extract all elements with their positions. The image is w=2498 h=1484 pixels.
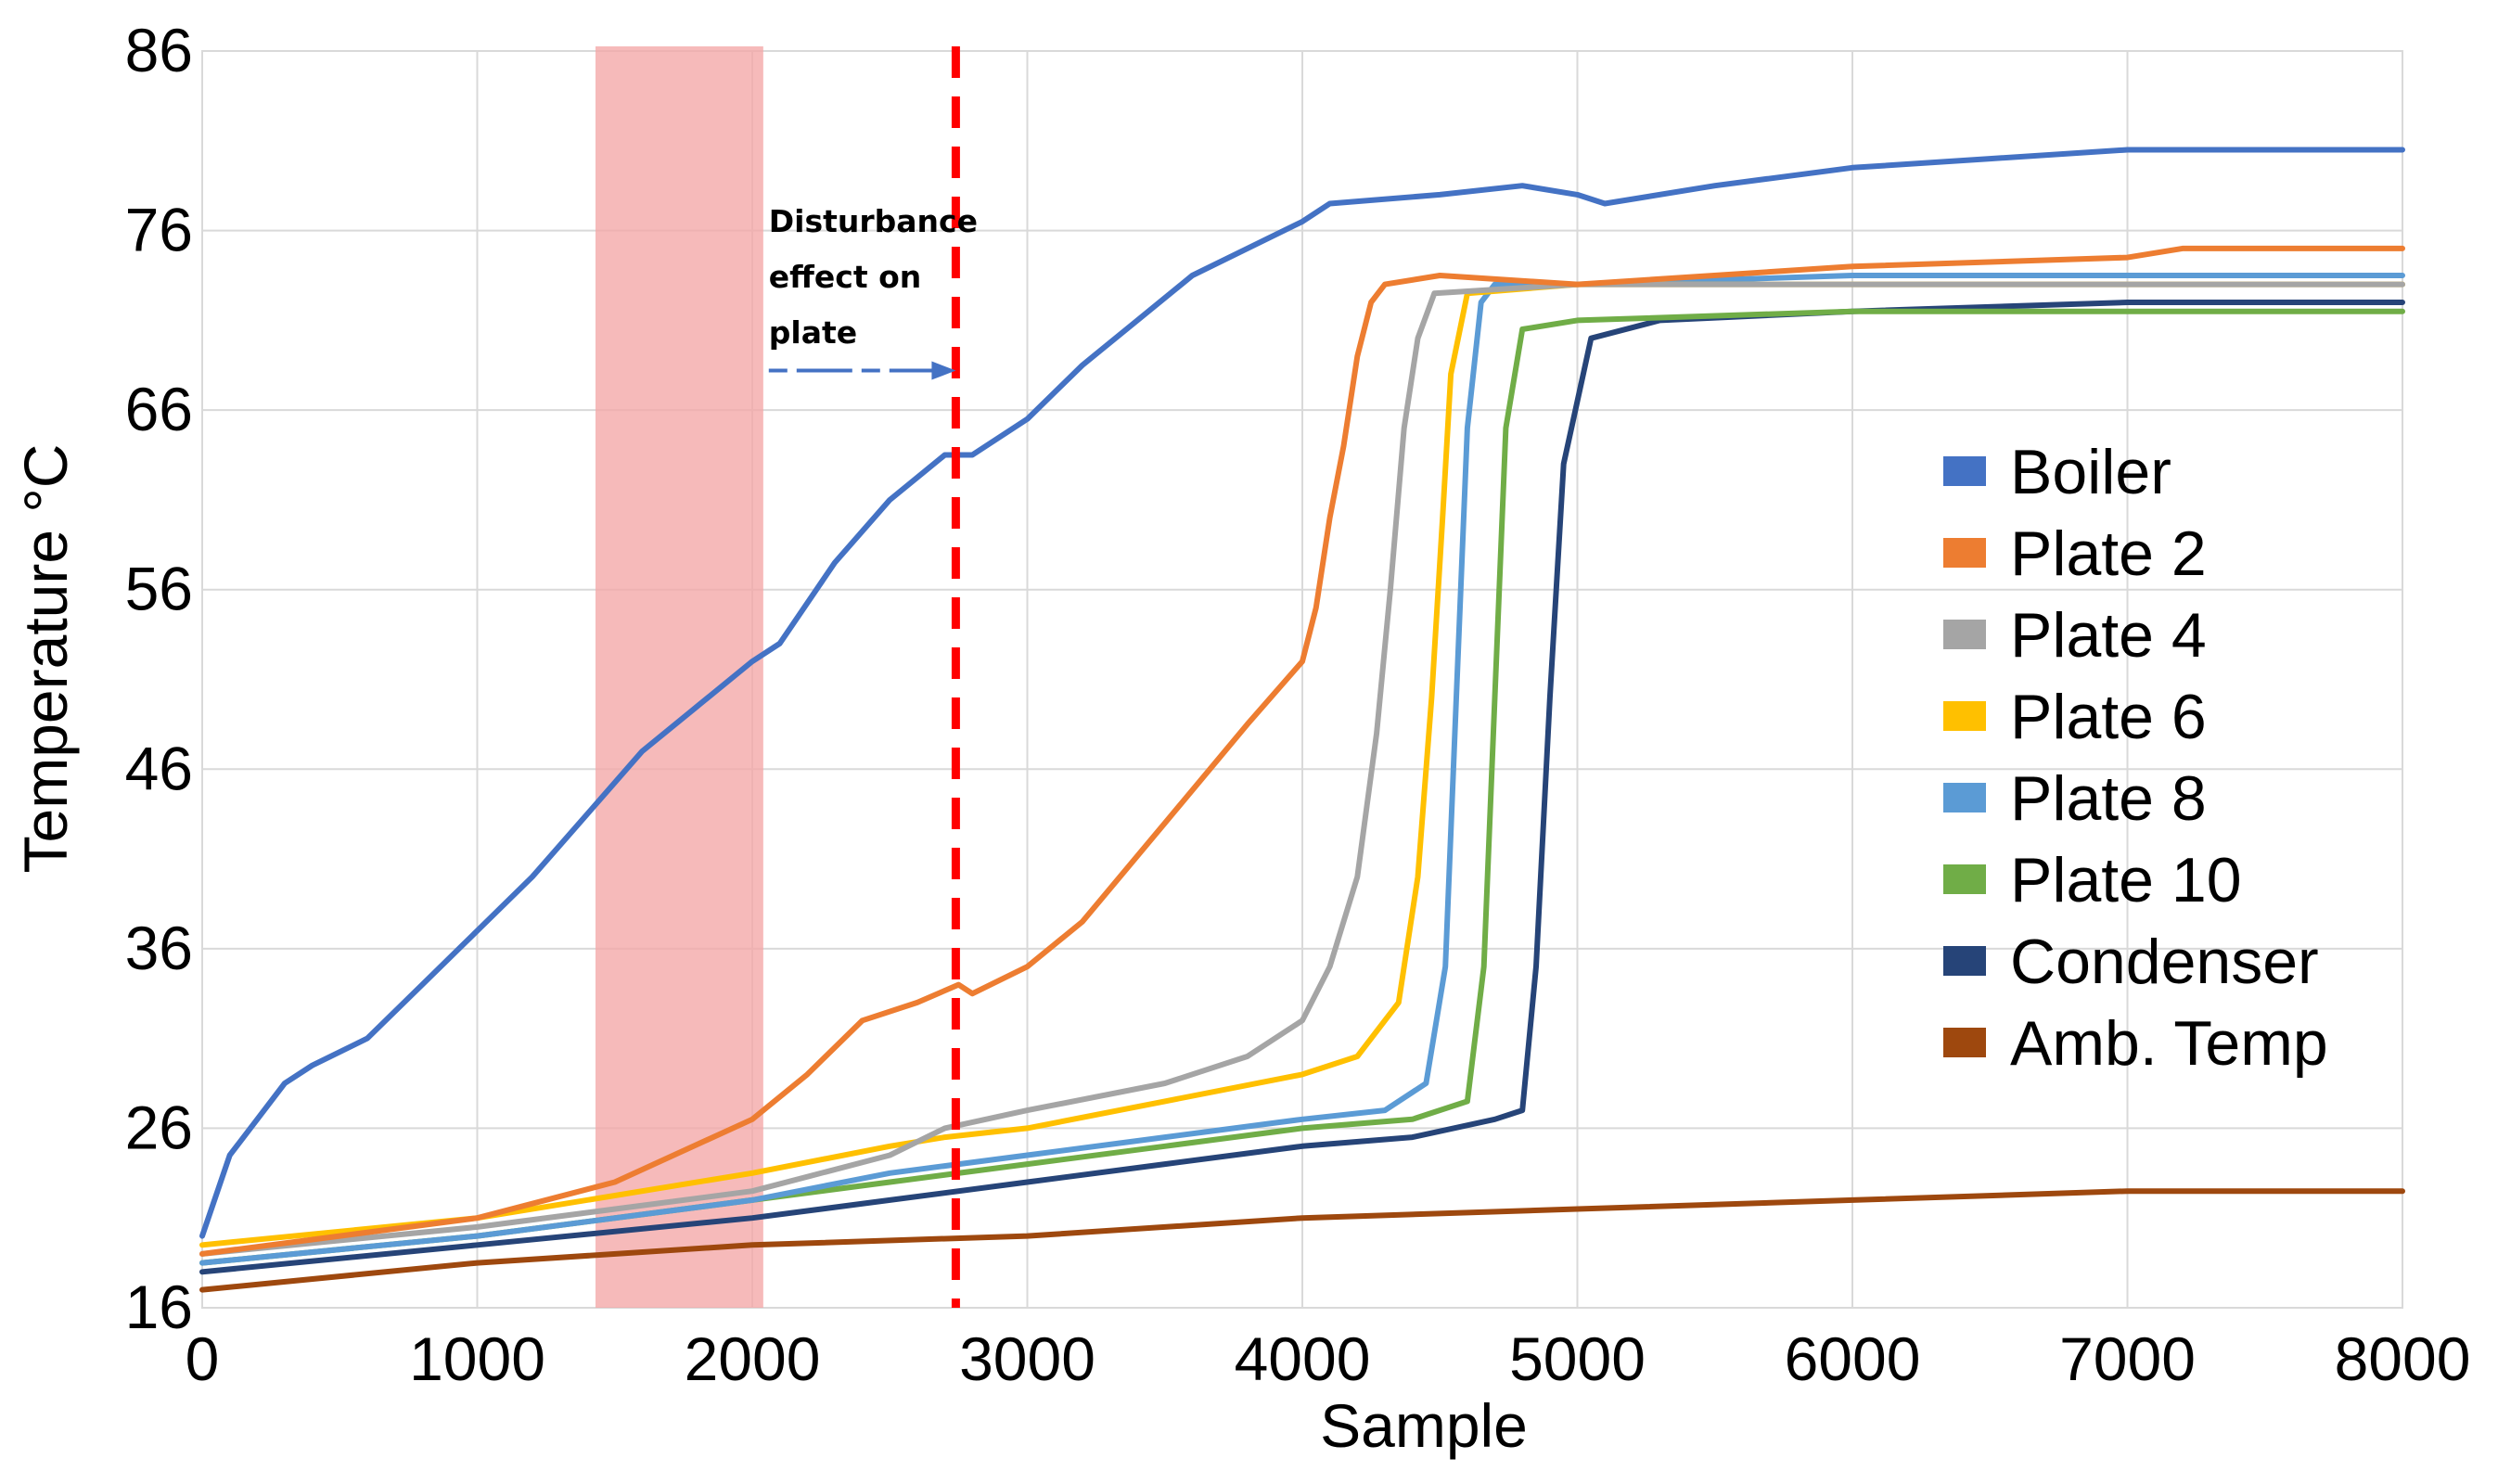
x-tick-label: 8000 bbox=[2335, 1324, 2471, 1393]
y-tick-label: 66 bbox=[125, 375, 193, 443]
legend-label: Plate 10 bbox=[2010, 845, 2242, 915]
y-tick-label: 46 bbox=[125, 734, 193, 802]
series-line-boiler bbox=[199, 147, 2405, 1239]
y-tick-label: 36 bbox=[125, 914, 193, 982]
x-tick-label: 2000 bbox=[685, 1324, 821, 1393]
annotation-text-line: plate bbox=[769, 314, 857, 351]
disturbance-region bbox=[595, 46, 763, 1308]
legend-swatch bbox=[1943, 946, 1986, 976]
annotation-arrow-head bbox=[931, 361, 956, 380]
legend-label: Boiler bbox=[2010, 437, 2171, 507]
y-tick-label: 16 bbox=[125, 1273, 193, 1341]
tick-labels: 0 1000 2000 3000 4000 5000 6000 7000 8000 16 26 36 4… bbox=[125, 16, 2471, 1393]
legend: Boiler Plate 2 Plate 4 Plate 6 Plate 8 Plate … bbox=[1943, 437, 2328, 1079]
y-tick-label: 76 bbox=[125, 196, 193, 264]
series-line-amb-temp bbox=[199, 1188, 2405, 1293]
y-tick-label: 86 bbox=[125, 16, 193, 84]
legend-label: Plate 6 bbox=[2010, 682, 2207, 752]
annotation-layer: Disturbance effect on plate bbox=[768, 203, 978, 380]
x-tick-label: 3000 bbox=[959, 1324, 1095, 1393]
x-tick-label: 7000 bbox=[2059, 1324, 2196, 1393]
grid-lines bbox=[201, 50, 2403, 1309]
legend-swatch bbox=[1943, 1028, 1986, 1057]
legend-swatch bbox=[1943, 456, 1986, 486]
series-line-plate-2 bbox=[199, 245, 2405, 1257]
legend-label: Plate 4 bbox=[2010, 600, 2207, 671]
legend-swatch bbox=[1943, 864, 1986, 894]
annotation-text-line: Disturbance bbox=[769, 203, 978, 239]
legend-swatch bbox=[1943, 538, 1986, 568]
y-tick-label: 56 bbox=[125, 555, 193, 623]
x-tick-label: 1000 bbox=[409, 1324, 545, 1393]
legend-label: Condenser bbox=[2010, 927, 2319, 997]
x-tick-label: 5000 bbox=[1509, 1324, 1646, 1393]
legend-swatch bbox=[1943, 701, 1986, 731]
series-layer bbox=[199, 147, 2405, 1293]
x-tick-label: 6000 bbox=[1785, 1324, 1921, 1393]
y-axis-title: Temperature °C bbox=[11, 444, 80, 874]
annotation-text-line: effect on bbox=[769, 259, 921, 295]
series-line-plate-4 bbox=[199, 281, 2405, 1257]
highlight-layer bbox=[595, 46, 763, 1308]
legend-label: Amb. Temp bbox=[2010, 1008, 2328, 1079]
legend-swatch bbox=[1943, 783, 1986, 812]
x-tick-label: 0 bbox=[186, 1324, 220, 1393]
x-tick-label: 4000 bbox=[1235, 1324, 1371, 1393]
legend-swatch bbox=[1943, 620, 1986, 649]
series-line-plate-10 bbox=[199, 308, 2405, 1266]
legend-label: Plate 8 bbox=[2010, 763, 2207, 834]
legend-label: Plate 2 bbox=[2010, 518, 2207, 589]
y-tick-label: 26 bbox=[125, 1093, 193, 1161]
x-axis-title: Sample bbox=[1320, 1391, 1528, 1460]
